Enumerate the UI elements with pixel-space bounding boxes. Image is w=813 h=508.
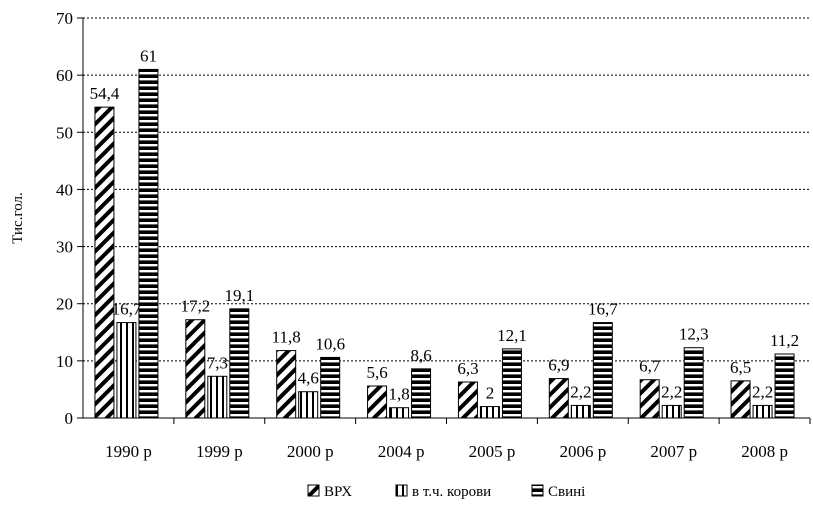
y-tick-label: 40	[56, 180, 73, 199]
bar	[570, 404, 591, 419]
data-label: 7,3	[207, 353, 228, 372]
y-tick-label: 0	[65, 409, 74, 428]
legend: ВРХ в т.ч. корови Свині	[307, 484, 585, 500]
y-tick-label: 50	[56, 123, 73, 142]
legend-swatch	[307, 484, 320, 497]
data-label: 10,6	[315, 334, 345, 353]
bar	[116, 322, 137, 419]
data-label: 6,3	[457, 359, 478, 378]
data-label: 4,6	[298, 369, 319, 388]
bar	[367, 385, 388, 419]
bars	[94, 68, 795, 419]
data-label: 2	[486, 384, 495, 403]
bar	[639, 379, 660, 419]
bar	[592, 322, 613, 419]
y-tick-label: 30	[56, 238, 73, 257]
bar	[479, 406, 500, 419]
bar	[774, 353, 795, 419]
bar	[320, 356, 341, 419]
bar	[138, 68, 159, 419]
data-label: 8,6	[410, 346, 431, 365]
legend-label: ВРХ	[324, 484, 352, 500]
bar	[661, 404, 682, 419]
bar	[411, 368, 432, 419]
data-label: 17,2	[180, 297, 210, 316]
data-label: 54,4	[90, 84, 120, 103]
x-category-label: 2004 р	[378, 442, 425, 461]
x-category-label: 1999 р	[196, 442, 243, 461]
data-label: 19,1	[224, 286, 254, 305]
y-axis-title: Тис.гол.	[10, 192, 26, 244]
data-label: 5,6	[366, 363, 387, 382]
x-category-label: 2005 р	[469, 442, 516, 461]
bar	[298, 391, 319, 419]
data-label: 11,2	[770, 331, 799, 350]
data-label: 6,5	[730, 358, 751, 377]
bar	[276, 350, 297, 419]
data-label: 2,2	[570, 382, 591, 401]
bar	[389, 407, 410, 419]
data-label: 6,9	[548, 356, 569, 375]
bar	[207, 375, 228, 419]
data-label: 2,2	[661, 382, 682, 401]
data-label: 6,7	[639, 357, 661, 376]
data-label: 11,8	[272, 328, 301, 347]
data-label: 61	[140, 46, 157, 65]
bar	[548, 378, 569, 419]
x-category-label: 2000 р	[287, 442, 334, 461]
x-category-label: 2007 р	[650, 442, 697, 461]
bar	[94, 106, 115, 419]
legend-label: Свині	[548, 484, 585, 500]
data-label: 16,7	[588, 300, 618, 319]
bar	[752, 404, 773, 419]
data-label: 1,8	[388, 385, 409, 404]
axes: 0 10 20 30 40 50 60 70 1990 р 1999 р 2000 р 2004 р 2…	[56, 9, 811, 461]
legend-swatch	[531, 484, 544, 497]
x-category-label: 1990 р	[105, 442, 152, 461]
data-label: 2,2	[752, 382, 773, 401]
bar	[730, 380, 751, 419]
data-label: 12,1	[497, 326, 527, 345]
bar	[501, 348, 522, 419]
bar	[457, 381, 478, 419]
data-label: 12,3	[679, 325, 709, 344]
gridlines	[83, 17, 810, 362]
x-category-label: 2006 р	[559, 442, 606, 461]
y-tick-label: 70	[56, 9, 73, 28]
data-labels: 54,4 16,7 61 17,2 7,3 19,1 11,8 4,6 10,6 5,61,8 8,…	[90, 46, 800, 403]
legend-label: в т.ч. корови	[412, 484, 491, 500]
bar	[185, 319, 206, 419]
bar	[229, 308, 250, 419]
y-tick-label: 10	[56, 352, 73, 371]
bar	[683, 347, 704, 419]
y-tick-label: 60	[56, 66, 73, 85]
legend-swatch	[395, 484, 408, 497]
x-category-label: 2008 р	[741, 442, 788, 461]
y-tick-label: 20	[56, 295, 73, 314]
data-label: 16,7	[112, 300, 142, 319]
